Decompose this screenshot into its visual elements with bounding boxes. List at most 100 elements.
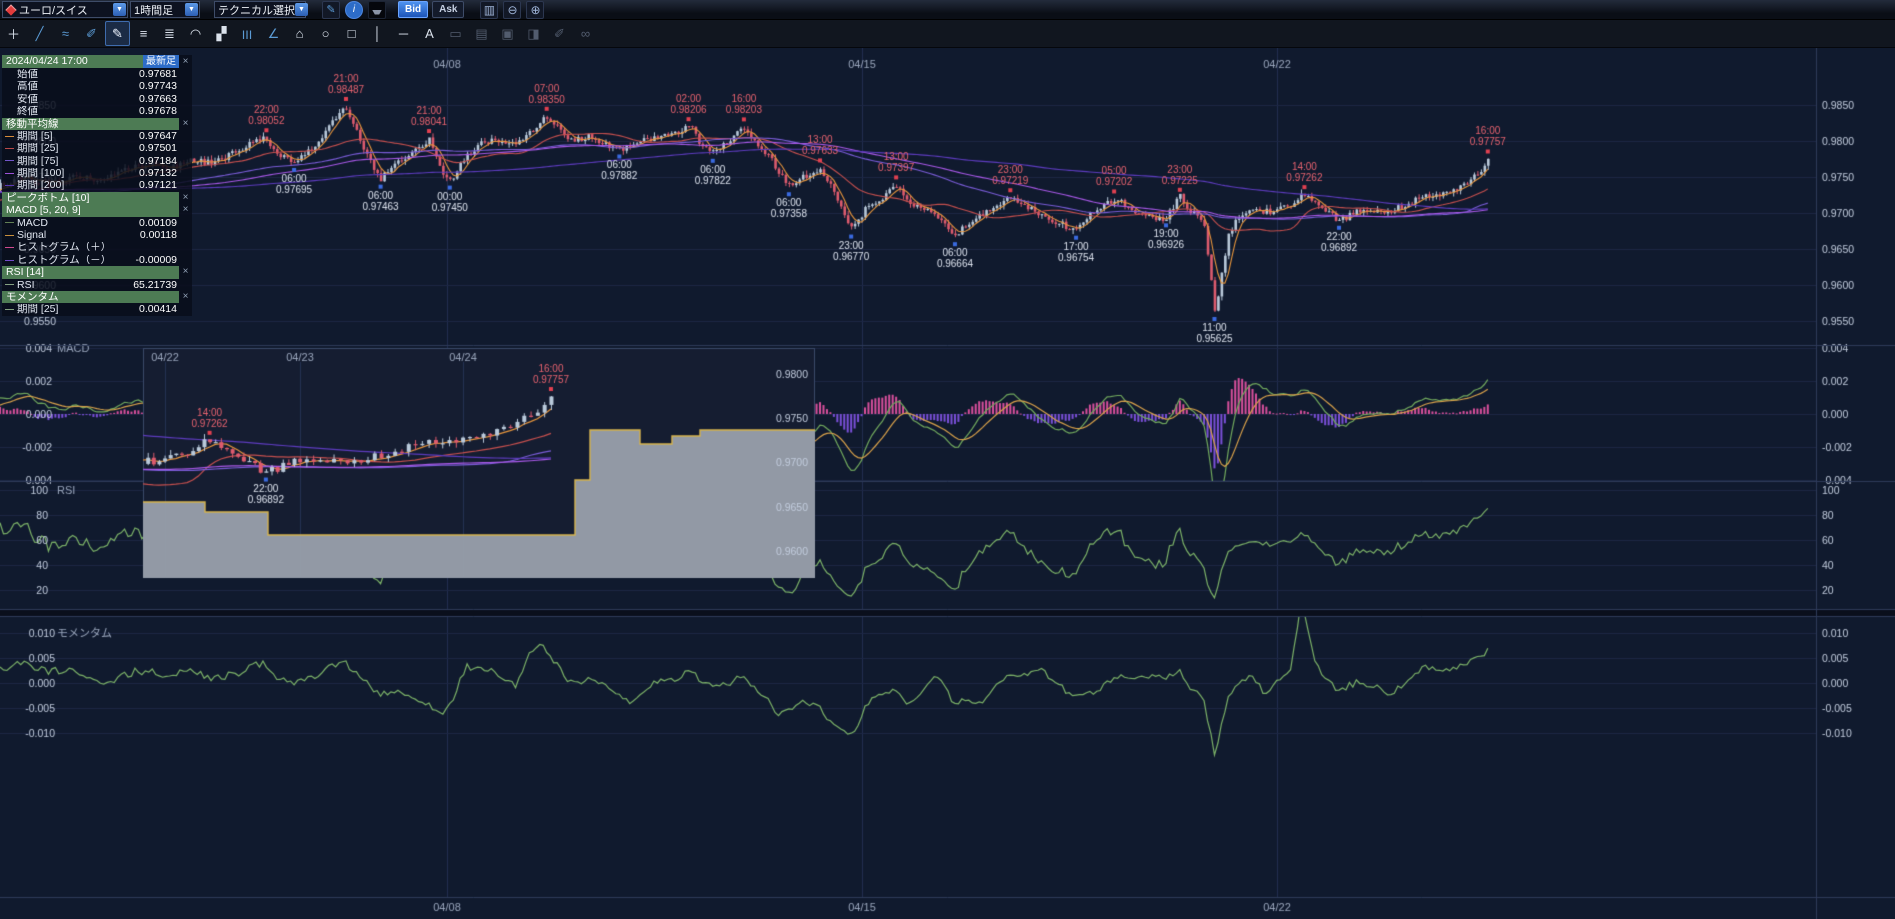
legend-row-label: MACD [17,217,48,229]
legend-row-value: 0.00414 [139,303,177,316]
fibonacci-fan-tool-icon[interactable]: ▞ [216,25,227,41]
legend-value-row: ― MACD 0.00109 [2,216,192,230]
legend-value-row: ― 期間 [75] 0.97184 [2,154,192,168]
legend-row-label: ヒストグラム（－） [17,254,112,266]
legend-row-value: 0.97184 [139,154,177,167]
indicator-header-row: RSI [14] × [2,266,192,279]
save-image-icon[interactable]: ▤ [475,25,488,41]
legend-row-value: 65.21739 [133,278,177,291]
indicator-header-row: 移動平均線 × [2,117,192,130]
legend-row-label: ヒストグラム（＋） [17,242,112,253]
ship-hull-shape [372,9,382,15]
crosshair-tool-icon[interactable]: ＋ [6,27,20,42]
channel-lines-tool-icon[interactable]: ≣ [164,25,175,41]
technical-selector[interactable]: テクニカル選択 ▼ [214,1,308,18]
currency-pair-selector[interactable]: ユーロ/スイス ▼ [2,1,128,18]
ask-button[interactable]: Ask [432,1,465,18]
legend-value-row: ― Signal 0.00118 [2,229,192,242]
bid-button[interactable]: Bid [398,1,429,18]
indicator-header-label: MACD [5, 20, 9] [2,204,179,217]
indicator-close-button[interactable]: × [182,291,189,303]
legend-row-value: 0.00118 [139,229,177,242]
series-swatch: ― [5,229,14,240]
angle-line-tool-icon[interactable]: ∠ [267,25,280,41]
legend-value-row: 始値 0.97681 [2,68,192,81]
indicator-close-button[interactable]: × [182,266,189,278]
price-label-tool-icon[interactable]: ▭ [449,25,462,41]
freehand-pencil-tool-icon[interactable]: ✎ [105,21,130,46]
latest-bar-badge: 最新足 [143,55,179,68]
indicator-header-label: RSI [14] [2,266,179,279]
legend-value-row: ― ヒストグラム（－） -0.00009 [2,253,192,267]
legend-value-row: ― RSI 65.21739 [2,278,192,292]
series-swatch: ― [5,242,14,253]
legend-row-label: 期間 [200] [17,180,65,191]
legend-value-row: 高値 0.97743 [2,80,192,93]
zoom-out-icon[interactable]: ⊖ [503,0,522,19]
legend-value-row: ― 期間 [200] 0.97121 [2,179,192,192]
indicator-header-row: ピークボトム [10] × [2,191,192,205]
legend-close-button[interactable]: × [182,55,189,67]
legend-row-value: 0.97501 [139,142,177,155]
series-swatch: ― [5,254,14,265]
horizontal-line-tool-icon[interactable]: ─ [398,26,409,41]
indicator-close-button[interactable]: × [182,192,189,204]
indicator-header-row: MACD [5, 20, 9] × [2,204,192,217]
indicator-header-row: モメンタム × [2,291,192,304]
legend-row-label: 始値 [17,68,38,80]
technical-label: テクニカル選択 [218,4,295,17]
ship-icon[interactable] [368,0,386,19]
series-swatch: ― [5,180,14,191]
legend-row-label: 期間 [100] [17,168,65,179]
pentagon-tool-icon[interactable]: ⌂ [295,26,304,41]
info-icon[interactable]: i [345,0,363,19]
eraser-tool-icon[interactable]: ◨ [527,25,540,41]
print-chart-icon[interactable]: ▣ [501,25,514,41]
top-toolbar: ユーロ/スイス ▼ 1時間足 ▼ テクニカル選択 ▼ ✎ i Bid Ask ▥… [0,0,1895,20]
horizontal-lines-tool-icon[interactable]: ≡ [139,26,148,41]
legend-value-row: ― 期間 [100] 0.97132 [2,167,192,180]
settings-pen-icon[interactable]: ✐ [554,25,565,41]
legend-value-row: ― 期間 [25] 0.00414 [2,303,192,316]
legend-row-value: 0.97678 [139,105,177,118]
pair-dropdown-button[interactable]: ▼ [113,3,126,16]
legend-value-row: 終値 0.97678 [2,105,192,118]
timeframe-selector[interactable]: 1時間足 ▼ [130,1,200,18]
legend-row-value: 0.97743 [139,80,177,93]
draw-pencil-icon[interactable]: ✎ [322,0,340,19]
indicator-close-button[interactable]: × [182,117,189,129]
legend-value-row: ― ヒストグラム（＋） [2,241,192,254]
timeframe-dropdown-button[interactable]: ▼ [185,3,198,16]
ray-line-tool-icon[interactable]: ✐ [86,25,97,41]
link-charts-icon[interactable]: ∞ [580,26,591,41]
zoom-in-icon[interactable]: ⊕ [526,0,545,19]
legend-title-row: 2024/04/24 17:00 最新足 × [2,55,192,68]
indicator-close-button[interactable]: × [182,204,189,216]
series-swatch: ― [5,143,14,154]
legend-value-row: ― 期間 [25] 0.97501 [2,142,192,155]
pair-icon [5,3,17,16]
indicator-legend-panel: 2024/04/24 17:00 最新足 × 始値 0.97681 高値 0.97743 安値… [2,55,192,316]
legend-row-label: 終値 [17,106,38,117]
gann-lines-tool-icon[interactable]: ||| [242,28,253,39]
ellipse-tool-icon[interactable]: ○ [321,26,330,41]
legend-value-row: ― 期間 [5] 0.97647 [2,129,192,143]
trendline-tool-icon[interactable]: ╱ [35,25,44,41]
fibonacci-arc-tool-icon[interactable]: ◠ [189,25,202,41]
wave-line-tool-icon[interactable]: ≈ [61,26,70,41]
legend-row-label: 期間 [25] [17,304,59,315]
rectangle-tool-icon[interactable]: □ [347,26,356,41]
legend-value-row: 安値 0.97663 [2,92,192,106]
technical-dropdown-button[interactable]: ▼ [295,3,308,16]
vertical-line-tool-icon[interactable]: │ [373,26,382,41]
legend-row-label: Signal [17,230,47,241]
chart-type-icon[interactable]: ▥ [480,0,499,19]
text-tool-icon[interactable]: A [425,26,434,41]
series-swatch: ― [5,167,14,178]
timeframe-label: 1時間足 [134,4,174,17]
series-swatch: ― [5,130,14,141]
legend-row-label: RSI [17,279,35,291]
legend-row-value: -0.00009 [135,253,177,266]
